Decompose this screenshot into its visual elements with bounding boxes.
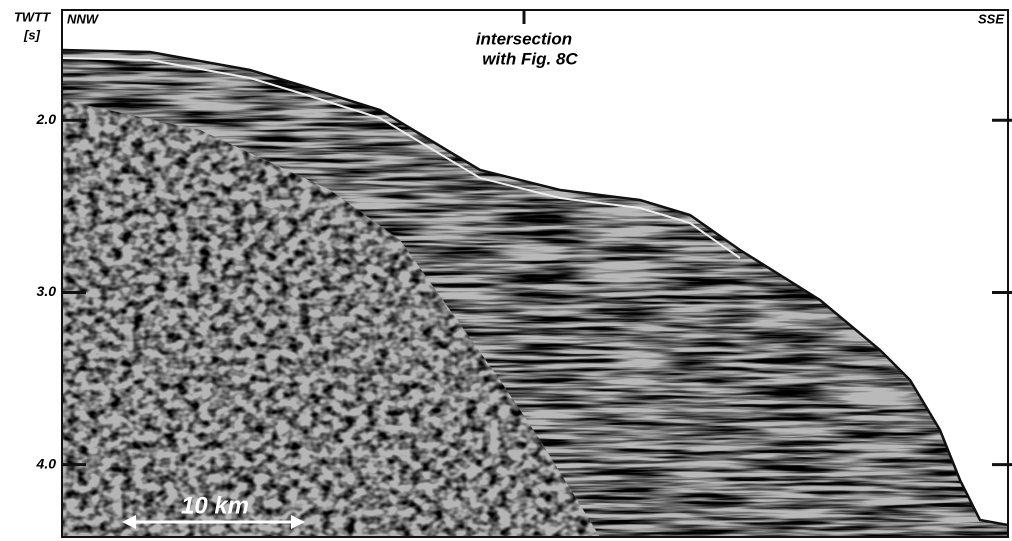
y-tick-label: 2.0: [36, 111, 57, 127]
seismic-figure: 2.03.04.0 TWTT [s] NNW SSE intersection …: [0, 0, 1012, 541]
y-tick-label: 4.0: [36, 455, 57, 471]
orientation-right: SSE: [978, 11, 1004, 26]
annotation: with Fig. 8C: [482, 49, 578, 68]
axis-label: [s]: [23, 27, 41, 42]
annotation: intersection: [476, 29, 572, 48]
seismic-section: [62, 10, 1008, 537]
scale-bar-label: 10 km: [181, 492, 249, 519]
axis-label: TWTT: [14, 9, 51, 24]
y-tick-label: 3.0: [37, 283, 57, 299]
orientation-left: NNW: [67, 11, 100, 26]
